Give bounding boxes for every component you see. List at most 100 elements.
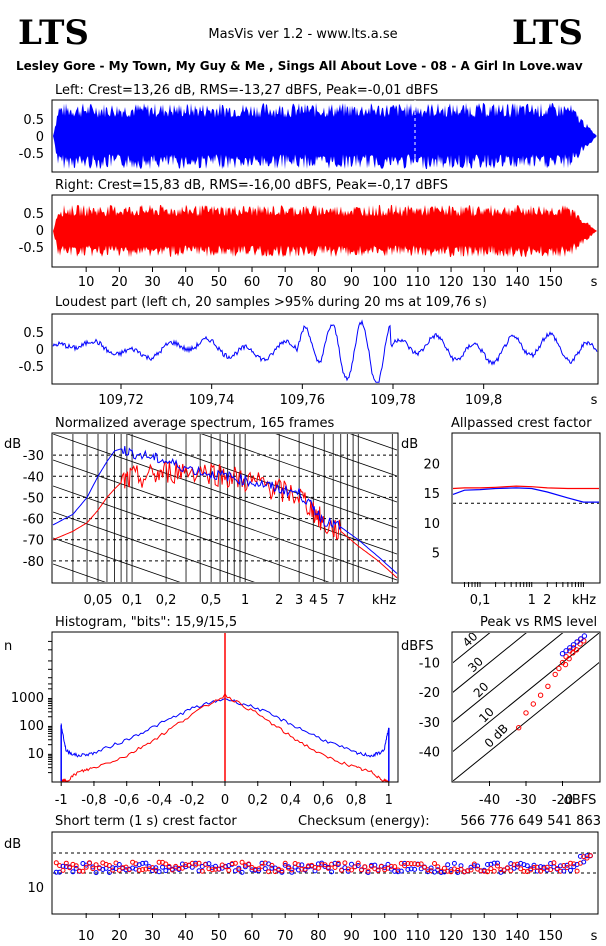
histogram-xtick: 0 — [221, 793, 229, 808]
short-term-xtick: 140 — [505, 929, 530, 944]
short-term-point — [90, 866, 96, 872]
short-term-point — [67, 865, 73, 871]
short-term-point — [388, 866, 394, 872]
short-term-point — [541, 864, 547, 870]
short-term-xtick: 40 — [177, 929, 194, 944]
peak-rms-ytick: -20 — [419, 686, 440, 701]
peak-rms-point — [562, 661, 569, 668]
short-term-point — [236, 865, 242, 871]
short-term-point — [388, 863, 394, 869]
right-xtick-label: 10 — [78, 275, 95, 290]
short-term-point — [322, 862, 328, 868]
short-term-point — [581, 859, 587, 865]
short-term-point — [160, 864, 165, 870]
short-term-point — [524, 863, 530, 869]
short-term-point — [577, 853, 583, 859]
spectrum-left-series — [52, 446, 398, 574]
short-term-point — [63, 860, 69, 866]
short-term-point — [53, 869, 59, 875]
short-term-xtick: 30 — [144, 929, 161, 944]
checksum-label: Checksum (energy): — [298, 814, 430, 829]
short-term-point — [584, 855, 590, 861]
short-term-point — [455, 870, 461, 875]
allpassed-yaxis: 20 15 10 5 — [423, 458, 440, 562]
short-term-point — [561, 868, 567, 874]
short-term-xtick: 120 — [439, 929, 464, 944]
peak-rms-xtick: dBFS — [564, 793, 597, 808]
right-waveform-frame — [51, 194, 599, 268]
left-waveform-title: Left: Crest=13,26 dB, RMS=-13,27 dBFS, P… — [55, 83, 438, 98]
spectrum-grid — [53, 434, 397, 582]
histogram-xtick: 1 — [385, 793, 393, 808]
short-term-point — [296, 862, 301, 868]
short-term-point — [206, 861, 212, 867]
histogram-xtick: -0,8 — [81, 793, 106, 808]
short-term-point — [355, 860, 361, 866]
short-term-point — [305, 863, 311, 869]
spectrum-slope-line — [53, 459, 397, 581]
short-term-point — [73, 863, 79, 869]
short-term-point — [528, 867, 534, 873]
right-ytick: -0.5 — [19, 241, 44, 256]
app-title: MasVis ver 1.2 - www.lts.a.se — [208, 27, 397, 42]
allpassed-xtick: kHz — [572, 593, 596, 608]
spectrum-xtick: 7 — [337, 593, 345, 608]
short-term-point — [289, 867, 295, 873]
peak-rms-point — [545, 683, 551, 689]
spectrum-xtick: 5 — [320, 593, 328, 608]
short-term-point — [382, 865, 388, 871]
short-term-point — [282, 860, 288, 866]
peak-rms-yaxis: -10 -20 -30 -40 — [419, 657, 440, 761]
loudest-part-panel: Loudest part (left ch, 20 samples >95% d… — [19, 295, 599, 408]
loudest-xtick-label: 109,74 — [189, 393, 235, 408]
short-term-point — [193, 860, 199, 866]
spectrum-ylabel: dB — [4, 437, 21, 452]
peak-rms-point — [566, 656, 572, 662]
short-term-point — [538, 864, 544, 870]
spectrum-ytick: -80 — [23, 555, 44, 570]
peak-rms-xtick: -20 — [552, 793, 573, 808]
short-term-point — [412, 861, 418, 867]
loudest-ytick: -0.5 — [19, 360, 44, 375]
short-term-point — [432, 869, 437, 875]
short-term-point — [116, 862, 122, 867]
short-term-point — [259, 863, 265, 869]
short-term-point — [80, 868, 86, 874]
loudest-part-title: Loudest part (left ch, 20 samples >95% d… — [55, 295, 487, 310]
short-term-point — [408, 866, 414, 872]
spectrum-ytick: -30 — [23, 449, 44, 464]
short-term-point — [199, 868, 205, 874]
peak-rms-diagonal-label: 30 — [465, 654, 486, 675]
short-term-point — [299, 866, 305, 872]
peak-rms-ytick: -40 — [419, 745, 440, 760]
left-ytick: 0 — [36, 130, 44, 145]
right-xtick-label: 150 — [538, 275, 563, 290]
short-term-point — [53, 860, 59, 866]
short-term-point — [441, 865, 447, 871]
allpassed-xtick: 1 — [528, 593, 536, 608]
loudest-xtick-label: 109,76 — [280, 393, 326, 408]
histogram-yaxis: 1000 100 10 — [11, 640, 52, 774]
short-term-point — [213, 863, 218, 869]
short-term-point — [296, 867, 301, 873]
loudest-ytick: 0.5 — [23, 326, 44, 341]
short-term-point — [106, 863, 112, 868]
peak-rms-point — [563, 648, 569, 654]
left-waveform-series — [53, 102, 597, 170]
short-term-point — [571, 861, 577, 867]
short-term-point — [156, 859, 162, 865]
peak-rms-diagonal-label: 20 — [471, 679, 492, 700]
short-term-point — [548, 861, 554, 866]
short-term-ytick: 10 — [27, 881, 44, 896]
right-xtick-label: 120 — [439, 275, 464, 290]
short-term-point — [335, 860, 341, 866]
peak-rms-point — [530, 701, 536, 707]
right-xtick-label: 60 — [244, 275, 261, 290]
loudest-part-series — [52, 319, 598, 383]
peak-rms-diagonal — [453, 661, 599, 781]
left-waveform-panel: Left: Crest=13,26 dB, RMS=-13,27 dBFS, P… — [19, 83, 599, 173]
short-term-point — [140, 867, 146, 873]
